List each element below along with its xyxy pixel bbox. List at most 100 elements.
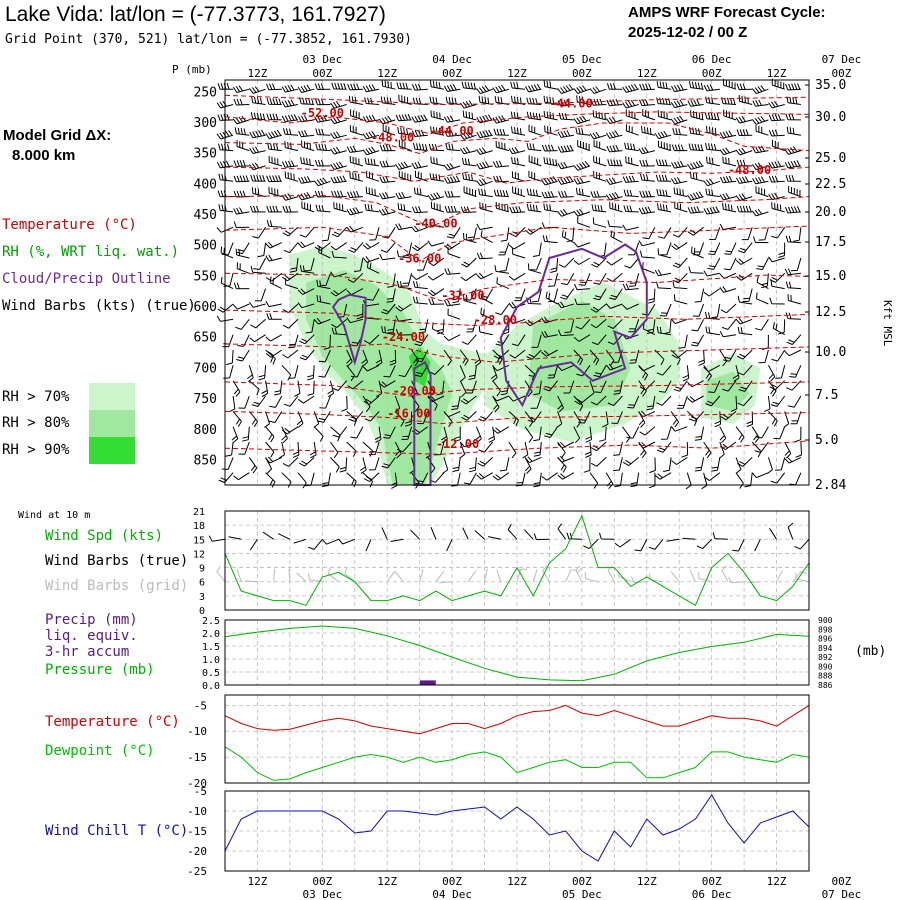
wind-barb	[720, 411, 737, 421]
pressure-tick-label: 350	[194, 147, 217, 162]
wind-barb	[314, 98, 331, 106]
wind-barb	[238, 441, 250, 455]
wind-barb	[786, 126, 801, 136]
temperature-contour-label: -40.00	[414, 216, 457, 230]
wind-barb-true	[682, 537, 696, 540]
wind-barb	[577, 216, 591, 228]
wind-barb	[605, 303, 623, 309]
wind-barb	[790, 411, 802, 425]
wind-barb	[298, 457, 315, 467]
legend-precip: Precip (mm) liq. equiv. 3-hr accum	[45, 612, 138, 660]
wind-barb	[573, 257, 591, 265]
wind-barb	[463, 186, 477, 198]
wind-barb	[698, 349, 705, 366]
wind-barb	[362, 146, 380, 156]
wind-barb	[330, 101, 347, 109]
wind-barb	[705, 395, 721, 407]
wind-barb-grid	[467, 570, 477, 582]
wind-barb-grid	[516, 568, 528, 582]
wind-barb	[694, 457, 705, 472]
wind-barb	[742, 288, 753, 303]
wind-barb	[613, 457, 623, 472]
wind-barb	[309, 441, 317, 459]
wind-barb	[461, 157, 477, 167]
wind-barb	[460, 272, 477, 282]
time-tick-top: 00Z	[442, 67, 462, 80]
wind-barb	[266, 219, 282, 228]
height-tick-label: 35.0	[815, 78, 846, 93]
wind-barb	[656, 364, 672, 376]
wind-barb	[266, 113, 282, 121]
wind-barb	[492, 364, 510, 372]
wind-barb	[564, 319, 575, 333]
wind-barb	[689, 411, 704, 422]
precip-tick-label: 0.5	[202, 668, 220, 679]
wind-barb	[413, 280, 428, 290]
wind-barb	[574, 283, 591, 291]
wind-barb	[767, 365, 776, 382]
wind-barb-true	[507, 523, 518, 540]
pressure-line	[224, 625, 810, 682]
wind-barb	[612, 349, 623, 363]
wind-barb	[268, 411, 283, 423]
wind-barb	[284, 171, 299, 182]
wind-barb	[638, 240, 656, 247]
wind-barb	[511, 156, 526, 167]
wind-barb	[694, 288, 705, 303]
wind-barb	[234, 127, 250, 136]
wind-barb	[220, 276, 234, 290]
wind-barb	[599, 426, 607, 442]
wind-barb	[737, 457, 753, 467]
wind-barb	[691, 246, 704, 259]
time-tick-top: 12Z	[377, 67, 397, 80]
wind-barb	[719, 331, 737, 338]
wind-barb	[752, 145, 769, 154]
time-tick-bottom: 12Z	[767, 875, 787, 888]
wind-barb-grid	[216, 566, 226, 583]
wind-barb	[379, 253, 396, 261]
wind-barb	[531, 334, 542, 348]
wind-barb	[593, 273, 607, 285]
wind-barb	[297, 84, 315, 93]
wind-barb-grid	[296, 572, 307, 583]
wind-barb	[428, 143, 445, 152]
legend-dewpoint: Dewpoint (°C)	[45, 743, 155, 759]
wind-barb	[379, 144, 396, 152]
wind-barb-grid	[288, 568, 291, 582]
wind-barb	[706, 156, 720, 167]
wind-barb	[732, 365, 740, 382]
wind-barb	[591, 204, 607, 213]
wind-barb	[266, 97, 282, 105]
legend-rh: RH (%, WRT liq. wat.)	[2, 244, 180, 260]
wind-barb	[656, 326, 672, 336]
wind-barb	[436, 380, 445, 396]
height-tick-label: 15.0	[815, 269, 846, 284]
wind-barb	[703, 84, 720, 92]
wind-barb	[331, 250, 347, 259]
wind-barb-grid	[358, 581, 372, 584]
wind-barb	[573, 241, 591, 248]
wind-barb	[443, 162, 461, 171]
precip-tick-label: 0.0	[202, 681, 220, 692]
wind-barb	[238, 395, 250, 409]
wind-barb	[676, 395, 688, 409]
wind-barb	[416, 257, 429, 271]
wind-barb	[401, 426, 413, 440]
wind-barb	[479, 202, 493, 213]
wind-barb	[545, 291, 558, 305]
wind-barb-grid	[792, 571, 808, 583]
wind-barb	[492, 160, 509, 168]
wind-barb	[415, 170, 428, 182]
wind-barb	[381, 79, 396, 90]
wind-barb	[590, 457, 607, 467]
wind-barb	[376, 380, 383, 398]
wind-barb	[359, 457, 367, 474]
wind-barb	[480, 307, 493, 320]
wind-barb	[330, 116, 347, 125]
wind-barb	[751, 472, 769, 479]
wind-barb	[462, 172, 477, 182]
wind-barb	[573, 349, 584, 366]
wind-barb	[235, 248, 250, 259]
wind-barb	[298, 130, 315, 138]
wind-barb-true	[338, 538, 355, 545]
